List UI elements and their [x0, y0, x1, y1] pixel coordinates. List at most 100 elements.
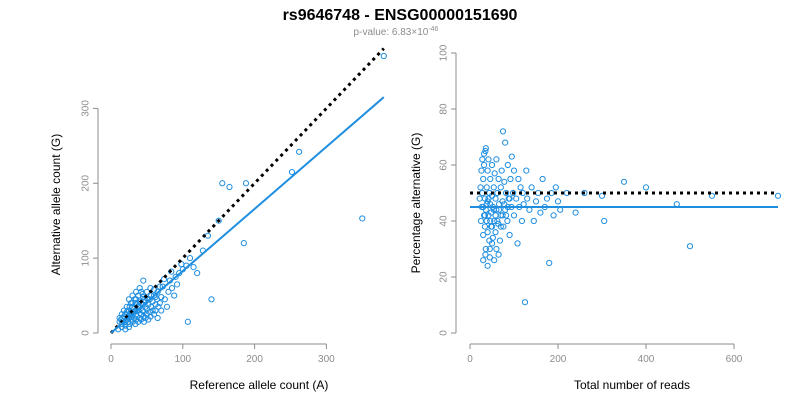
data-point: [708, 192, 716, 199]
data-point: [491, 170, 498, 177]
data-point: [156, 299, 163, 307]
data-point: [552, 184, 559, 191]
data-point: [521, 299, 529, 306]
data-point: [380, 52, 387, 60]
data-point: [136, 284, 143, 292]
data-point: [601, 217, 608, 225]
data-point: [517, 184, 524, 191]
data-point: [173, 281, 181, 288]
data-point: [506, 231, 513, 239]
data-point: [513, 195, 520, 202]
data-point: [359, 215, 366, 222]
data-point: [184, 318, 191, 325]
data-point: [482, 145, 489, 152]
data-point: [480, 257, 487, 264]
data-point: [242, 180, 250, 187]
data-point: [125, 323, 133, 331]
data-point: [219, 180, 226, 187]
data-point: [491, 257, 498, 264]
data-point: [495, 175, 502, 183]
chart-title: rs9646748 - ENSG00000151690: [283, 7, 518, 24]
data-point: [497, 223, 504, 230]
data-point: [514, 240, 521, 247]
data-point: [497, 184, 504, 191]
data-point: [543, 195, 551, 202]
data-point: [480, 231, 487, 239]
data-point: [208, 296, 215, 303]
data-point: [483, 217, 490, 225]
y-tick-label: 40: [439, 215, 450, 227]
data-point: [492, 195, 499, 202]
data-point: [506, 195, 513, 202]
data-point: [480, 150, 488, 157]
data-point: [194, 270, 201, 277]
data-point: [500, 223, 507, 230]
data-point: [481, 223, 489, 230]
fit-line: [110, 96, 385, 334]
y-tick-label: 20: [439, 271, 450, 283]
data-point: [154, 314, 161, 322]
data-point: [488, 223, 496, 230]
data-point: [133, 288, 140, 295]
y-tick-label: 80: [439, 103, 450, 115]
data-point: [502, 139, 509, 146]
data-point: [494, 217, 501, 225]
x-tick-label: 0: [108, 354, 114, 365]
data-point: [165, 288, 172, 295]
data-point: [495, 251, 502, 258]
x-tick-label: 400: [638, 354, 655, 365]
data-point: [484, 229, 491, 236]
data-point: [546, 259, 553, 267]
data-point: [598, 192, 606, 199]
data-point: [502, 189, 510, 197]
y-tick-label: 60: [439, 159, 450, 171]
data-point: [296, 148, 303, 155]
data-point: [554, 198, 562, 205]
data-point: [161, 296, 168, 303]
data-point: [123, 303, 130, 310]
p-value-exponent: -46: [428, 26, 438, 33]
chart-subtitle: p-value: 6.83×10-46: [354, 26, 439, 38]
data-point: [477, 184, 484, 191]
x-axis-label: Total number of reads: [574, 378, 690, 392]
data-point: [484, 262, 491, 269]
data-point: [150, 311, 158, 318]
data-point: [508, 153, 515, 160]
data-point: [498, 167, 505, 174]
data-point: [484, 167, 491, 174]
data-point: [528, 184, 535, 191]
data-point: [524, 195, 531, 202]
data-point: [190, 264, 197, 271]
data-point: [510, 189, 517, 197]
data-point: [523, 167, 530, 174]
y-tick-label: 300: [81, 100, 92, 117]
y-axis-label: Alternative allele count (G): [49, 134, 63, 275]
data-point: [125, 296, 133, 303]
data-point: [489, 234, 496, 241]
data-point: [485, 156, 492, 163]
y-axis-label: Percentage alternative (G): [409, 133, 423, 274]
data-point: [487, 175, 494, 183]
y-tick-label: 200: [81, 174, 92, 191]
data-point: [158, 307, 165, 314]
x-tick-label: 600: [726, 354, 743, 365]
data-point: [537, 209, 544, 216]
data-point: [496, 237, 504, 244]
data-point: [116, 314, 123, 322]
data-point: [482, 251, 489, 258]
data-point: [581, 189, 588, 197]
x-tick-label: 0: [467, 354, 473, 365]
x-tick-label: 300: [318, 354, 335, 365]
y-tick-label: 0: [439, 330, 450, 336]
data-point: [477, 217, 485, 225]
data-point: [507, 175, 514, 183]
data-point: [485, 195, 492, 202]
data-point: [487, 217, 494, 225]
data-point: [620, 178, 628, 185]
data-point: [501, 178, 508, 185]
data-point: [642, 184, 650, 191]
data-point: [149, 307, 156, 314]
data-point: [479, 156, 486, 163]
data-point: [492, 229, 499, 236]
reference-line: [109, 47, 385, 335]
